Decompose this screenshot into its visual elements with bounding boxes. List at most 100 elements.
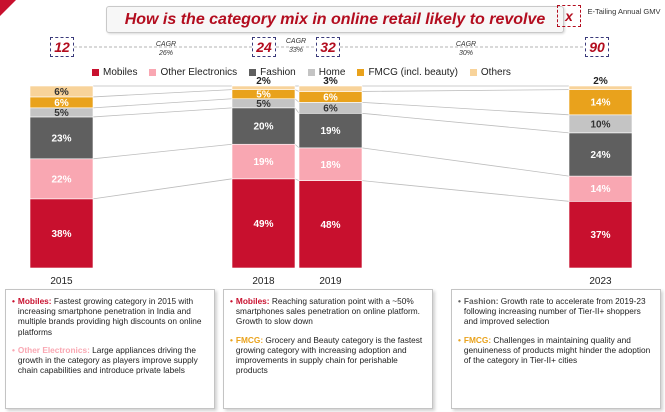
cagr-2015-2018: CAGR 26% <box>148 40 184 58</box>
bar-segment <box>231 143 296 180</box>
legend-item: Mobiles <box>92 67 137 78</box>
legend-label: Other Electronics <box>160 66 238 78</box>
bullet-marker: • <box>458 296 461 306</box>
note-item: • Fashion: Growth rate to accelerate fro… <box>458 296 654 327</box>
bullet-marker: • <box>12 296 15 306</box>
chart-legend: Mobiles Other Electronics Fashion Home FMCG … <box>92 66 511 78</box>
note-key: FMCG: <box>235 334 264 345</box>
bar-value-label: 6% <box>323 103 338 114</box>
note-key: Mobiles: <box>235 296 270 306</box>
bar-value-label: 37% <box>590 230 610 241</box>
bar-value-label: 6% <box>323 92 338 103</box>
note-text: Large appliances driving the growth in t… <box>17 344 198 376</box>
bar-value-label: 3% <box>323 76 338 87</box>
chart-title-text: How is the category mix in online retail… <box>124 10 546 28</box>
gmv-value-2019: 32 <box>316 37 340 57</box>
bar-segment <box>29 198 94 269</box>
legend-item: FMCG (incl. beauty) <box>357 66 458 78</box>
bar-value-label: 14% <box>590 98 610 109</box>
note-key: Fashion: <box>463 296 499 306</box>
x-axis-tick-label: 2015 <box>50 276 73 287</box>
bar-value-label: 6% <box>54 98 69 109</box>
bar-segment <box>29 116 94 160</box>
bar-segment <box>298 113 363 149</box>
note-key: FMCG: <box>463 334 492 345</box>
x-axis-labels: 2015 2018 2019 2023 <box>50 276 612 287</box>
gmv-badge: x <box>557 5 581 27</box>
bar-segment <box>29 158 94 200</box>
note-box-2023: • Fashion: Growth rate to accelerate fro… <box>451 289 661 409</box>
bar-segment <box>231 85 296 90</box>
bullet-marker: • <box>12 344 15 355</box>
note-text: Challenges in maintaining quality and ge… <box>463 334 651 366</box>
note-item: • FMCG: Challenges in maintaining qualit… <box>458 335 654 366</box>
gmv-value-2015: 12 <box>50 37 74 57</box>
bar-value-label: 38% <box>51 229 71 240</box>
segment-connector-line <box>294 98 300 103</box>
gmv-badge-text: x <box>565 8 573 24</box>
segment-connector-line <box>361 112 570 134</box>
bar-segment <box>231 178 296 269</box>
cagr-label: CAGR <box>285 38 307 45</box>
legend-swatch <box>149 68 157 76</box>
cagr-value: 26% <box>158 50 173 57</box>
segment-connector-line <box>361 147 570 177</box>
bar-segment <box>298 180 363 269</box>
bar-value-label: 19% <box>253 157 273 168</box>
cagr-value: 33% <box>288 47 303 54</box>
segment-connector-line <box>92 178 233 200</box>
note-item: • FMCG: Grocery and Beauty category is t… <box>230 335 426 376</box>
bar-value-label: 48% <box>320 220 340 231</box>
note-item: • Mobiles: Fastest growing category in 2… <box>12 296 208 337</box>
note-key: Other Electronics: <box>17 344 90 355</box>
cagr-label: CAGR <box>455 41 477 48</box>
note-item: • Mobiles: Reaching saturation point wit… <box>230 296 426 327</box>
legend-swatch <box>92 68 99 76</box>
legend-item: Fashion <box>249 67 296 78</box>
bar-value-label: 5% <box>54 108 69 119</box>
bullet-marker: • <box>230 334 233 345</box>
note-item: • Other Electronics: Large appliances dr… <box>12 345 208 376</box>
bar-segment <box>568 201 633 269</box>
segment-connector-line <box>361 101 570 116</box>
segment-connector-line <box>294 107 300 114</box>
bar-value-label: 5% <box>256 90 271 101</box>
legend-swatch <box>469 68 477 76</box>
bar-value-label: 2% <box>256 76 271 87</box>
segment-connector-line <box>361 89 570 92</box>
cagr-2018-2019: CAGR 33% <box>280 37 312 55</box>
bar-segment <box>568 175 633 202</box>
bar-segment <box>568 85 633 90</box>
x-axis-tick-label: 2018 <box>252 276 275 287</box>
bar-segment <box>298 85 363 92</box>
bars-layer: 38%22%23%5%6%6%49%19%20%5%5%2%48%18%19%6… <box>29 76 633 269</box>
legend-swatch <box>307 68 315 76</box>
note-text: Reaching saturation point with a ~50% sm… <box>235 296 420 327</box>
segment-connector-line <box>92 98 233 109</box>
legend-label: FMCG (incl. beauty) <box>368 66 458 78</box>
bar-value-label: 24% <box>590 150 610 161</box>
corner-marker <box>0 0 16 16</box>
stacked-bar-chart: 38%22%23%5%6%6%49%19%20%5%5%2%48%18%19%6… <box>29 46 633 287</box>
segment-connector-line <box>361 180 570 202</box>
note-text: Fastest growing category in 2015 with in… <box>17 296 202 337</box>
bullet-marker: • <box>458 334 461 345</box>
legend-label: Others <box>480 66 511 78</box>
legend-swatch <box>249 68 257 76</box>
bullet-marker: • <box>230 296 233 306</box>
legend-label: Fashion <box>260 66 296 78</box>
gmv-value-2018: 24 <box>252 37 276 57</box>
segment-connector-line <box>92 89 233 98</box>
bar-segment <box>231 107 296 145</box>
x-axis-tick-label: 2023 <box>589 276 612 287</box>
note-text: Grocery and Beauty category is the faste… <box>235 334 423 376</box>
segment-connector-line <box>92 107 233 118</box>
bar-value-label: 10% <box>590 119 610 130</box>
legend-label: Mobiles <box>103 66 138 78</box>
bar-value-label: 18% <box>320 160 340 171</box>
x-axis-tick-label: 2019 <box>319 276 342 287</box>
gmv-legend-label: E-Tailing Annual GMV <box>587 7 661 16</box>
note-box-2015: • Mobiles: Fastest growing category in 2… <box>5 289 215 409</box>
segment-connector-line <box>294 178 300 182</box>
legend-item: Others <box>469 66 511 78</box>
